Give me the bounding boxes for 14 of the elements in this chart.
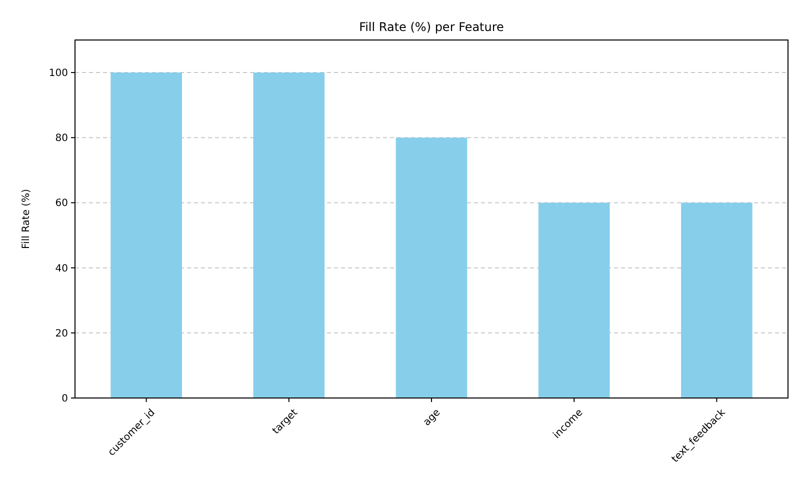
bar — [538, 202, 610, 398]
y-tick-label: 40 — [55, 263, 68, 274]
bar — [396, 138, 468, 398]
y-tick-label: 20 — [55, 328, 68, 340]
y-axis-title: Fill Rate (%) — [21, 188, 32, 249]
bar — [681, 202, 752, 398]
y-tick-label: 80 — [55, 133, 68, 144]
bar — [253, 72, 325, 398]
y-tick-label: 60 — [55, 198, 68, 210]
y-tick-label: 100 — [48, 68, 68, 80]
bar — [110, 72, 182, 398]
chart-title: Fill Rate (%) per Feature — [359, 20, 504, 34]
y-tick-label: 0 — [62, 394, 68, 404]
x-tick-label: age — [422, 407, 443, 428]
